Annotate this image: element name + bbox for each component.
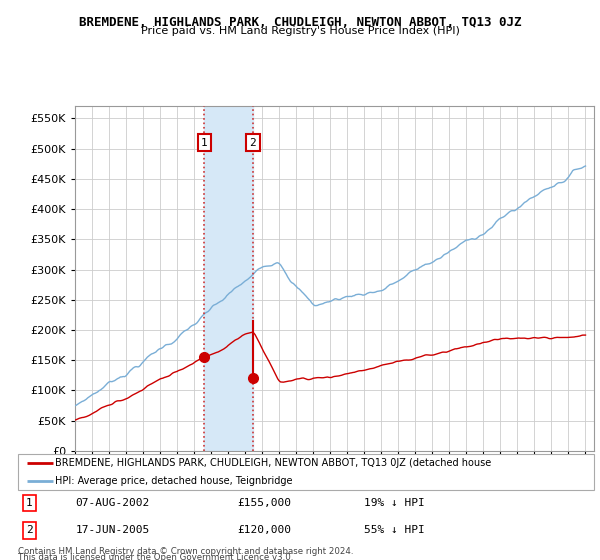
- Text: 17-JUN-2005: 17-JUN-2005: [76, 525, 150, 535]
- Text: £120,000: £120,000: [237, 525, 291, 535]
- FancyBboxPatch shape: [18, 454, 594, 490]
- Text: This data is licensed under the Open Government Licence v3.0.: This data is licensed under the Open Gov…: [18, 553, 293, 560]
- Text: 07-AUG-2002: 07-AUG-2002: [76, 498, 150, 508]
- Bar: [205, 106, 253, 451]
- Text: 2: 2: [26, 525, 33, 535]
- Text: £155,000: £155,000: [237, 498, 291, 508]
- Text: Contains HM Land Registry data © Crown copyright and database right 2024.: Contains HM Land Registry data © Crown c…: [18, 548, 353, 557]
- Text: 1: 1: [201, 138, 208, 148]
- Text: BREMDENE, HIGHLANDS PARK, CHUDLEIGH, NEWTON ABBOT, TQ13 0JZ (detached house: BREMDENE, HIGHLANDS PARK, CHUDLEIGH, NEW…: [55, 458, 491, 468]
- Text: 2: 2: [250, 138, 256, 148]
- Text: 19% ↓ HPI: 19% ↓ HPI: [364, 498, 424, 508]
- Text: 55% ↓ HPI: 55% ↓ HPI: [364, 525, 424, 535]
- Text: 1: 1: [26, 498, 33, 508]
- Text: HPI: Average price, detached house, Teignbridge: HPI: Average price, detached house, Teig…: [55, 476, 293, 486]
- Text: BREMDENE, HIGHLANDS PARK, CHUDLEIGH, NEWTON ABBOT, TQ13 0JZ: BREMDENE, HIGHLANDS PARK, CHUDLEIGH, NEW…: [79, 16, 521, 29]
- Text: Price paid vs. HM Land Registry's House Price Index (HPI): Price paid vs. HM Land Registry's House …: [140, 26, 460, 36]
